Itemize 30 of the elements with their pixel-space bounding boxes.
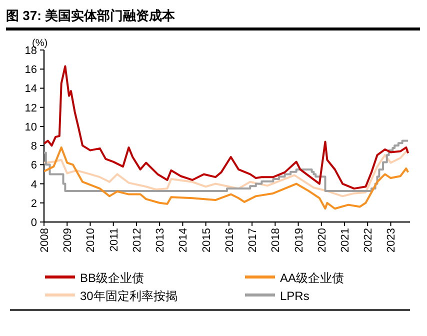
x-tick-label: 2022	[362, 228, 375, 252]
legend-label: AA级企业债	[280, 271, 344, 285]
y-tick-label: 10	[24, 121, 37, 134]
y-tick-label: 4	[30, 178, 37, 191]
y-tick-label: 0	[30, 217, 37, 229]
x-tick-label: 2017	[247, 228, 260, 252]
y-tick-label: 12	[24, 102, 37, 114]
y-tick-label: 2	[30, 198, 37, 210]
x-tick-label: 2019	[293, 228, 306, 252]
y-tick-label: 8	[30, 140, 37, 153]
x-tick-label: 2021	[340, 228, 352, 252]
x-tick-label: 2011	[108, 228, 120, 252]
x-tick-label: 2012	[131, 228, 144, 252]
x-tick-label: 2020	[316, 228, 328, 252]
x-tick-label: 2023	[386, 228, 398, 252]
x-tick-label: 2013	[154, 228, 167, 252]
chart-title: 图 37: 美国实体部门融资成本	[6, 8, 176, 23]
y-tick-label: 6	[30, 160, 37, 172]
x-tick-label: 2010	[85, 228, 98, 252]
legend-label: BB级企业债	[80, 271, 144, 285]
x-tick-label: 2015	[200, 228, 213, 252]
x-tick-label: 2008	[39, 228, 51, 252]
x-tick-label: 2018	[270, 228, 282, 252]
legend-label: 30年固定利率按揭	[80, 289, 178, 303]
y-tick-label: 14	[24, 83, 37, 96]
x-tick-label: 2014	[178, 228, 190, 252]
y-tick-label: 16	[24, 64, 37, 76]
x-tick-label: 2016	[224, 228, 236, 252]
x-tick-label: 2009	[62, 228, 74, 252]
legend-label: LPRs	[280, 289, 310, 303]
